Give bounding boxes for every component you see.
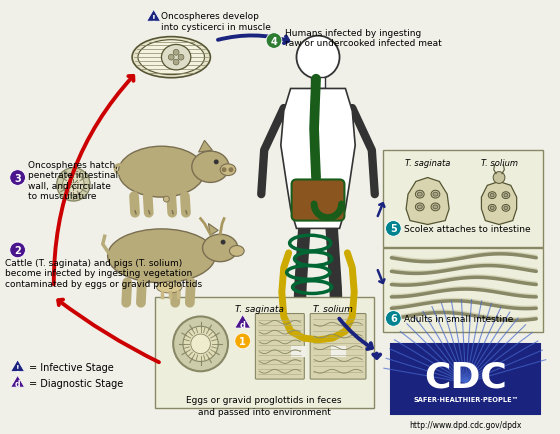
Text: 2: 2 — [14, 245, 21, 255]
Ellipse shape — [416, 204, 424, 211]
Ellipse shape — [118, 147, 204, 197]
Text: T. saginata: T. saginata — [235, 304, 284, 313]
Text: 4: 4 — [270, 36, 277, 46]
Text: !: ! — [16, 364, 20, 373]
Ellipse shape — [490, 207, 494, 210]
Text: Oncospheres develop
into cysticerci in muscle: Oncospheres develop into cysticerci in m… — [161, 12, 272, 32]
Text: d: d — [240, 320, 246, 329]
Ellipse shape — [433, 205, 438, 209]
Text: 3: 3 — [14, 173, 21, 183]
FancyBboxPatch shape — [311, 78, 325, 89]
Text: = Diagnostic Stage: = Diagnostic Stage — [29, 378, 124, 388]
FancyBboxPatch shape — [310, 314, 366, 379]
Ellipse shape — [230, 246, 244, 256]
Text: T. solium: T. solium — [312, 304, 353, 313]
Polygon shape — [11, 375, 25, 387]
Circle shape — [178, 55, 184, 61]
Ellipse shape — [490, 194, 494, 197]
Text: Eggs or gravid proglottids in feces
and passed into environment: Eggs or gravid proglottids in feces and … — [186, 395, 342, 416]
Circle shape — [493, 172, 505, 184]
Ellipse shape — [502, 205, 510, 212]
Circle shape — [10, 170, 25, 186]
Ellipse shape — [417, 193, 422, 197]
Circle shape — [385, 221, 401, 237]
Ellipse shape — [108, 229, 215, 283]
Ellipse shape — [192, 152, 229, 183]
Ellipse shape — [157, 282, 182, 293]
Circle shape — [222, 168, 227, 173]
Text: !: ! — [152, 14, 156, 23]
Circle shape — [221, 240, 226, 245]
Text: Humans infected by ingesting
raw or undercooked infected meat: Humans infected by ingesting raw or unde… — [284, 29, 441, 48]
FancyBboxPatch shape — [382, 151, 543, 247]
FancyBboxPatch shape — [382, 248, 543, 332]
Circle shape — [191, 334, 211, 354]
Ellipse shape — [504, 194, 508, 197]
Circle shape — [63, 174, 84, 196]
Circle shape — [235, 333, 250, 349]
Text: Scolex attaches to intestine: Scolex attaches to intestine — [404, 224, 531, 233]
Ellipse shape — [416, 191, 424, 199]
Ellipse shape — [161, 45, 191, 71]
Circle shape — [57, 168, 90, 201]
Text: http://www.dpd.cdc.gov/dpdx: http://www.dpd.cdc.gov/dpdx — [409, 420, 522, 429]
Ellipse shape — [132, 37, 211, 79]
Circle shape — [169, 55, 174, 61]
Polygon shape — [235, 315, 250, 328]
Text: 5: 5 — [390, 224, 396, 234]
FancyBboxPatch shape — [255, 314, 304, 379]
Circle shape — [183, 326, 218, 362]
Ellipse shape — [417, 205, 422, 209]
Circle shape — [296, 36, 339, 79]
Text: Oncospheres hatch,
penetrate intestinal
wall, and circulate
to musculature: Oncospheres hatch, penetrate intestinal … — [29, 161, 119, 201]
Polygon shape — [406, 178, 449, 225]
Text: CDC: CDC — [424, 359, 507, 393]
Text: 6: 6 — [390, 314, 396, 324]
Ellipse shape — [203, 235, 238, 262]
Text: SAFER·HEALTHIER·PEOPLE™: SAFER·HEALTHIER·PEOPLE™ — [413, 396, 519, 402]
Ellipse shape — [504, 207, 508, 210]
Text: Cattle (T. saginata) and pigs (T. solium)
become infected by ingesting vegetatio: Cattle (T. saginata) and pigs (T. solium… — [5, 258, 202, 288]
Text: T. saginata: T. saginata — [405, 158, 450, 168]
Text: = Infective Stage: = Infective Stage — [29, 362, 114, 372]
Text: d: d — [15, 380, 20, 388]
Circle shape — [173, 60, 179, 66]
Polygon shape — [281, 89, 355, 229]
Circle shape — [214, 160, 219, 165]
Ellipse shape — [138, 41, 204, 76]
Circle shape — [173, 317, 228, 372]
Ellipse shape — [502, 192, 510, 199]
Polygon shape — [208, 224, 218, 236]
Text: 1: 1 — [239, 336, 246, 346]
Ellipse shape — [433, 193, 438, 197]
FancyBboxPatch shape — [391, 344, 540, 414]
Text: T. solium: T. solium — [480, 158, 517, 168]
FancyBboxPatch shape — [155, 297, 374, 408]
Circle shape — [10, 243, 25, 258]
Ellipse shape — [488, 192, 496, 199]
Circle shape — [266, 33, 282, 49]
Polygon shape — [199, 141, 212, 153]
Ellipse shape — [431, 204, 440, 211]
FancyBboxPatch shape — [292, 180, 344, 221]
Ellipse shape — [220, 164, 236, 176]
Polygon shape — [482, 182, 517, 225]
Circle shape — [164, 197, 169, 203]
Circle shape — [228, 168, 234, 173]
Circle shape — [173, 50, 179, 56]
Text: Adults in small intestine: Adults in small intestine — [404, 314, 514, 323]
Ellipse shape — [431, 191, 440, 199]
Ellipse shape — [488, 205, 496, 212]
Polygon shape — [147, 10, 161, 22]
Polygon shape — [11, 360, 25, 372]
Circle shape — [385, 311, 401, 326]
